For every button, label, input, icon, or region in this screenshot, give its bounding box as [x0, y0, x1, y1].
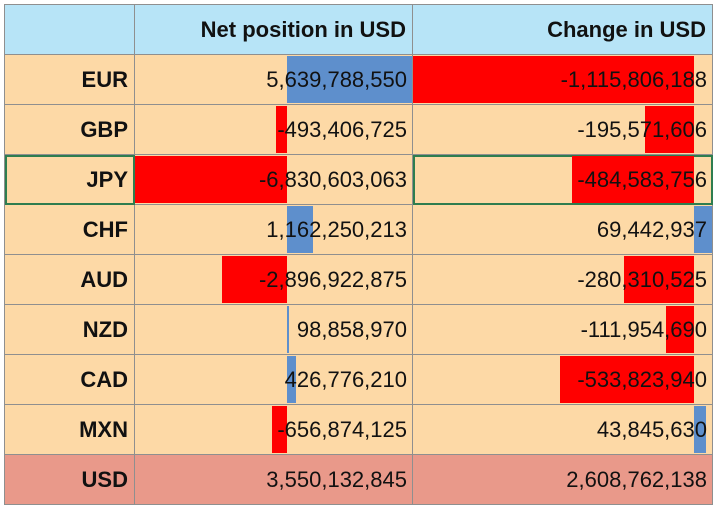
- currency-cell[interactable]: EUR: [4, 54, 135, 105]
- change-data-bar: [559, 356, 695, 403]
- change-cell[interactable]: -533,823,940: [412, 354, 713, 405]
- change-cell[interactable]: -280,310,525: [412, 254, 713, 305]
- change-cell[interactable]: -1,115,806,188: [412, 54, 713, 105]
- change-cell[interactable]: 43,845,630: [412, 404, 713, 455]
- change-data-bar: [694, 206, 712, 253]
- total-currency-cell[interactable]: USD: [4, 454, 135, 505]
- net-position-data-bar: [286, 56, 412, 103]
- header-currency-cell[interactable]: [4, 4, 135, 55]
- net-position-data-bar: [272, 406, 287, 453]
- net-position-cell[interactable]: 426,776,210: [134, 354, 413, 405]
- net-position-cell[interactable]: -656,874,125: [134, 404, 413, 455]
- table-row: JPY -6,830,603,063 -484,583,756: [4, 154, 713, 205]
- currency-cell[interactable]: NZD: [4, 304, 135, 355]
- net-position-value: 5,639,788,550: [266, 66, 407, 92]
- change-data-bar: [694, 406, 706, 453]
- net-position-value: -656,874,125: [277, 416, 407, 442]
- change-value: -533,823,940: [577, 366, 707, 392]
- net-position-cell[interactable]: 5,639,788,550: [134, 54, 413, 105]
- net-position-cell[interactable]: -2,896,922,875: [134, 254, 413, 305]
- net-position-cell[interactable]: -6,830,603,063: [134, 154, 413, 205]
- currency-cell[interactable]: AUD: [4, 254, 135, 305]
- net-position-value: 1,162,250,213: [266, 216, 407, 242]
- net-position-cell[interactable]: 1,162,250,213: [134, 204, 413, 255]
- change-data-bar: [413, 56, 695, 103]
- net-position-value: -6,830,603,063: [258, 166, 407, 192]
- table-row: GBP -493,406,725 -195,571,606: [4, 104, 713, 155]
- total-net-position-cell[interactable]: 3,550,132,845: [134, 454, 413, 505]
- net-position-value: 426,776,210: [284, 366, 407, 392]
- net-position-value: 98,858,970: [296, 316, 407, 342]
- table-row: AUD -2,896,922,875 -280,310,525: [4, 254, 713, 305]
- total-net-position-value: 3,550,132,845: [266, 466, 407, 492]
- change-value: -111,954,690: [580, 316, 707, 342]
- change-value: -280,310,525: [577, 266, 707, 292]
- change-value: 43,845,630: [596, 416, 707, 442]
- currency-cell[interactable]: GBP: [4, 104, 135, 155]
- change-value: -1,115,806,188: [560, 66, 707, 92]
- change-cell[interactable]: 69,442,937: [412, 204, 713, 255]
- net-position-data-bar: [222, 256, 287, 303]
- net-position-data-bar: [275, 106, 287, 153]
- currency-cell[interactable]: CHF: [4, 204, 135, 255]
- table-row: CAD 426,776,210 -533,823,940: [4, 354, 713, 405]
- change-cell[interactable]: -195,571,606: [412, 104, 713, 155]
- table-row: NZD 98,858,970 -111,954,690: [4, 304, 713, 355]
- currency-position-table: Net position in USD Change in USD EUR 5,…: [4, 4, 713, 505]
- change-cell[interactable]: -484,583,756: [412, 154, 713, 205]
- currency-cell[interactable]: CAD: [4, 354, 135, 405]
- net-position-value: -2,896,922,875: [258, 266, 407, 292]
- total-change-cell[interactable]: 2,608,762,138: [412, 454, 713, 505]
- net-position-value: -493,406,725: [277, 116, 407, 142]
- header-change-cell[interactable]: Change in USD: [412, 4, 713, 55]
- header-row: Net position in USD Change in USD: [4, 4, 713, 55]
- header-net-position-cell[interactable]: Net position in USD: [134, 4, 413, 55]
- change-data-bar: [623, 256, 695, 303]
- table-row: MXN -656,874,125 43,845,630: [4, 404, 713, 455]
- net-position-data-bar: [286, 206, 313, 253]
- net-position-data-bar: [135, 156, 287, 203]
- net-position-cell[interactable]: 98,858,970: [134, 304, 413, 355]
- net-position-data-bar: [286, 306, 289, 353]
- table-row: CHF 1,162,250,213 69,442,937: [4, 204, 713, 255]
- table-row: EUR 5,639,788,550 -1,115,806,188: [4, 54, 713, 105]
- change-cell[interactable]: -111,954,690: [412, 304, 713, 355]
- change-data-bar: [572, 156, 695, 203]
- net-position-cell[interactable]: -493,406,725: [134, 104, 413, 155]
- change-value: 69,442,937: [596, 216, 707, 242]
- change-value: -195,571,606: [577, 116, 707, 142]
- total-change-value: 2,608,762,138: [566, 466, 707, 492]
- change-data-bar: [666, 306, 695, 353]
- total-row: USD 3,550,132,845 2,608,762,138: [4, 454, 713, 505]
- currency-cell[interactable]: MXN: [4, 404, 135, 455]
- currency-cell[interactable]: JPY: [4, 154, 135, 205]
- net-position-data-bar: [286, 356, 297, 403]
- change-data-bar: [645, 106, 695, 153]
- change-value: -484,583,756: [577, 166, 707, 192]
